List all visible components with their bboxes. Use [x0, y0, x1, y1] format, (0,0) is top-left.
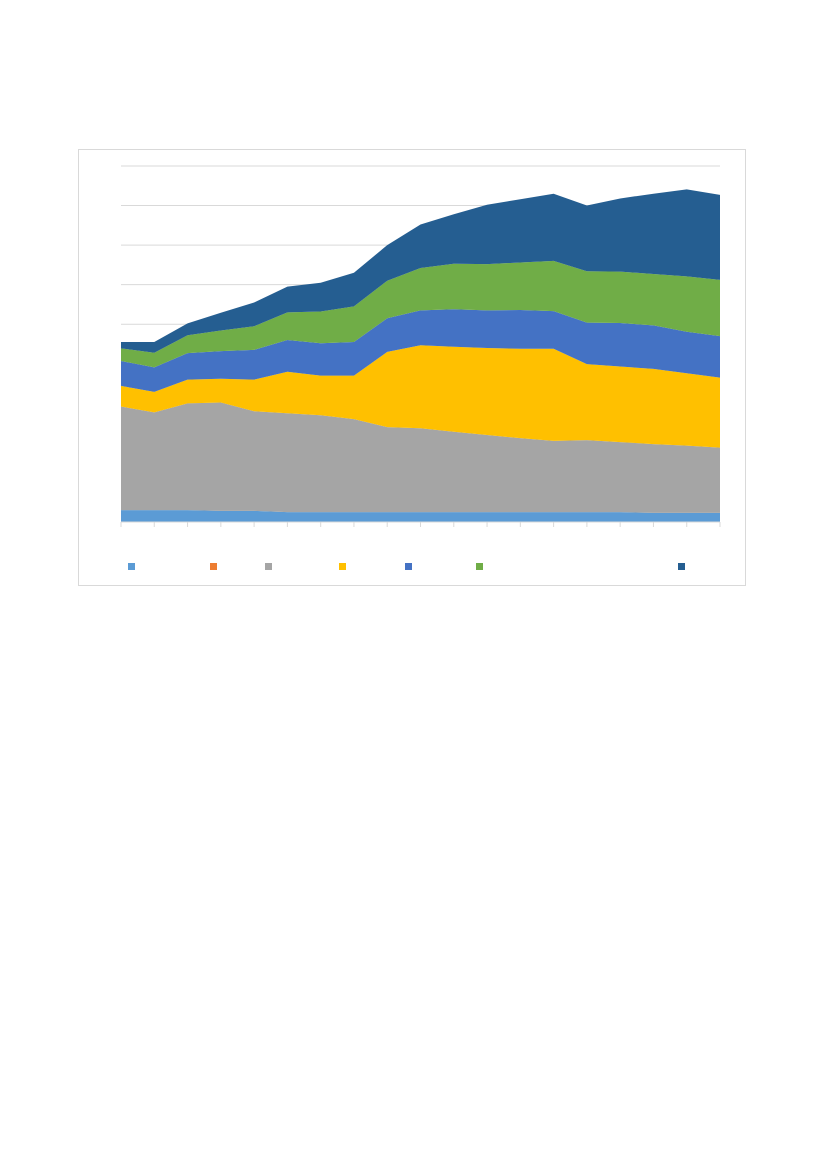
legend-swatch-5 [405, 563, 412, 570]
legend-swatch-6 [476, 563, 483, 570]
legend-swatch-1 [128, 563, 135, 570]
area-series-7 [121, 189, 720, 353]
area-series-5 [121, 309, 720, 392]
legend [128, 563, 685, 570]
area-series-group [121, 189, 720, 522]
area-series-1 [121, 510, 720, 522]
area-series-6 [121, 260, 720, 368]
stacked-area-chart [120, 165, 721, 570]
legend-swatch-2 [210, 563, 217, 570]
legend-swatch-3 [265, 563, 272, 570]
chart-frame [78, 149, 746, 586]
legend-swatch-4 [339, 563, 346, 570]
legend-swatch-7 [678, 563, 685, 570]
x-axis [120, 521, 721, 527]
area-series-3 [121, 402, 720, 513]
area-series-4 [121, 345, 720, 448]
